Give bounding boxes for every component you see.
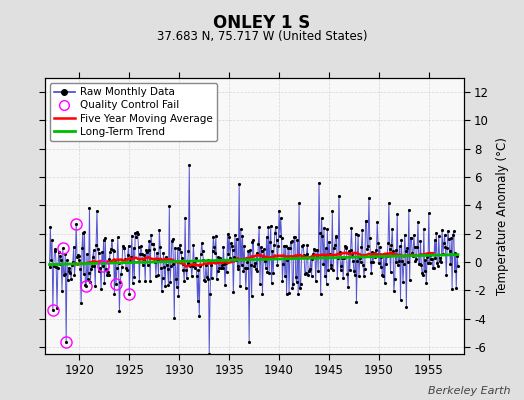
Text: Berkeley Earth: Berkeley Earth [429, 386, 511, 396]
Text: ONLEY 1 S: ONLEY 1 S [213, 14, 311, 32]
Legend: Raw Monthly Data, Quality Control Fail, Five Year Moving Average, Long-Term Tren: Raw Monthly Data, Quality Control Fail, … [50, 83, 217, 141]
Text: 37.683 N, 75.717 W (United States): 37.683 N, 75.717 W (United States) [157, 30, 367, 43]
Y-axis label: Temperature Anomaly (°C): Temperature Anomaly (°C) [496, 137, 509, 295]
